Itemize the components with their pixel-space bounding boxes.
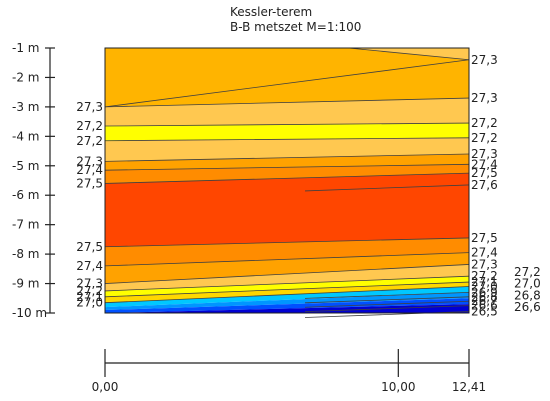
- contour-label-right: 27,2: [471, 116, 498, 130]
- contour-line-corner: [348, 47, 470, 61]
- x-tick-label: 0,00: [92, 380, 119, 394]
- contour-line-14: [304, 291, 470, 299]
- contour-line-5: [104, 163, 470, 171]
- color-band-10: [105, 276, 469, 297]
- contour-label-right: 27,4: [471, 246, 498, 260]
- contour-label-right: 27,2: [471, 269, 498, 283]
- y-tick-label: -10 m: [12, 306, 47, 320]
- contour-label-right: 26,7: [471, 294, 498, 308]
- contour-label-right: 26,9: [471, 285, 498, 299]
- contour-line-10: [104, 264, 470, 284]
- x-tick-label: 12,41: [452, 380, 486, 394]
- contour-label-right: 26,6: [471, 299, 498, 313]
- contour-label-far-right: 26,6: [514, 300, 541, 314]
- y-tick-label: -1 m: [12, 41, 39, 55]
- contour-label-right: 26,8: [471, 290, 498, 304]
- contour-label-left: 27,3: [76, 277, 103, 291]
- axes: -1 m -2 m -3 m -4 m -5 m -6 m -7 m -8 m -9 m -10 …: [12, 41, 486, 394]
- contour-line-8: [104, 237, 470, 248]
- contour-label-left: 27,3: [76, 154, 103, 168]
- contour-line-11: [104, 275, 470, 292]
- contour-label-right: 27,1: [471, 275, 498, 289]
- contour-label-left: 27,2: [76, 119, 103, 133]
- color-band-12: [105, 286, 469, 308]
- contour-line-0: [104, 59, 470, 108]
- chart-subtitle: B-B metszet M=1:100: [230, 20, 362, 34]
- contour-label-right: 26,5: [471, 305, 498, 319]
- contour-label-left: 27,5: [76, 240, 103, 254]
- y-tick-label: -5 m: [12, 159, 39, 173]
- contour-label-left: 27,0: [76, 296, 103, 310]
- contour-label-left: 27,3: [76, 100, 103, 114]
- contour-line-1: [104, 97, 470, 108]
- color-band-14: [105, 298, 469, 313]
- contour-label-right: 27,5: [471, 166, 498, 180]
- y-tick-label: -8 m: [12, 247, 39, 261]
- color-band-13: [105, 292, 469, 311]
- contour-label-far-right: 26,8: [514, 288, 541, 302]
- y-tick-label: -2 m: [12, 70, 39, 84]
- contour-line-2: [104, 122, 470, 127]
- contour-label-left: 27,4: [76, 163, 103, 177]
- contour-label-right: 27,3: [471, 53, 498, 67]
- contour-line-12: [104, 281, 470, 298]
- y-tick-label: -4 m: [12, 129, 39, 143]
- contour-line-9: [104, 252, 470, 267]
- contour-label-right: 27,2: [471, 131, 498, 145]
- y-tick-label: -6 m: [12, 188, 39, 202]
- color-band-6: [105, 173, 469, 247]
- contour-lines: [104, 47, 470, 318]
- contour-label-right: 27,5: [471, 231, 498, 245]
- contour-label-right: 27,3: [471, 91, 498, 105]
- color-bands: [105, 48, 469, 313]
- chart-title: Kessler-terem: [230, 5, 313, 19]
- contour-line-6: [104, 172, 470, 184]
- color-band-9: [105, 264, 469, 291]
- contour-label-left: 27,2: [76, 284, 103, 298]
- contour-label-right: 27,3: [471, 147, 498, 161]
- color-band-0: [105, 48, 469, 107]
- y-tick-label: -7 m: [12, 218, 39, 232]
- color-band-4: [105, 154, 469, 171]
- contour-labels: 27,327,327,327,227,227,227,227,327,3 27,4…: [76, 53, 540, 319]
- contour-line-4: [104, 153, 470, 162]
- contour-label-left: 27,1: [76, 290, 103, 304]
- contour-label-far-right: 27,0: [514, 277, 541, 291]
- color-band-2: [105, 123, 469, 141]
- contour-line-17: [304, 305, 470, 313]
- contour-line-13: [104, 286, 470, 304]
- contour-label-right: 27,0: [471, 280, 498, 294]
- contour-line-7: [304, 184, 470, 192]
- y-tick-label: -9 m: [12, 277, 39, 291]
- color-band-11: [105, 282, 469, 303]
- contour-label-right: 27,3: [471, 257, 498, 271]
- color-band-8: [105, 252, 469, 284]
- y-tick-label: -3 m: [12, 100, 39, 114]
- color-band-15: [105, 304, 469, 313]
- contour-label-right: 27,4: [471, 157, 498, 171]
- x-tick-label: 10,00: [381, 380, 415, 394]
- contour-line-15: [304, 296, 470, 304]
- contour-label-left: 27,4: [76, 259, 103, 273]
- contour-line-16: [304, 300, 470, 308]
- contour-label-far-right: 27,2: [514, 265, 541, 279]
- contour-label-right: 27,6: [471, 178, 498, 192]
- plot-frame: [104, 47, 470, 314]
- contour-label-left: 27,5: [76, 176, 103, 190]
- contour-line-3: [104, 137, 470, 142]
- contour-label-left: 27,2: [76, 134, 103, 148]
